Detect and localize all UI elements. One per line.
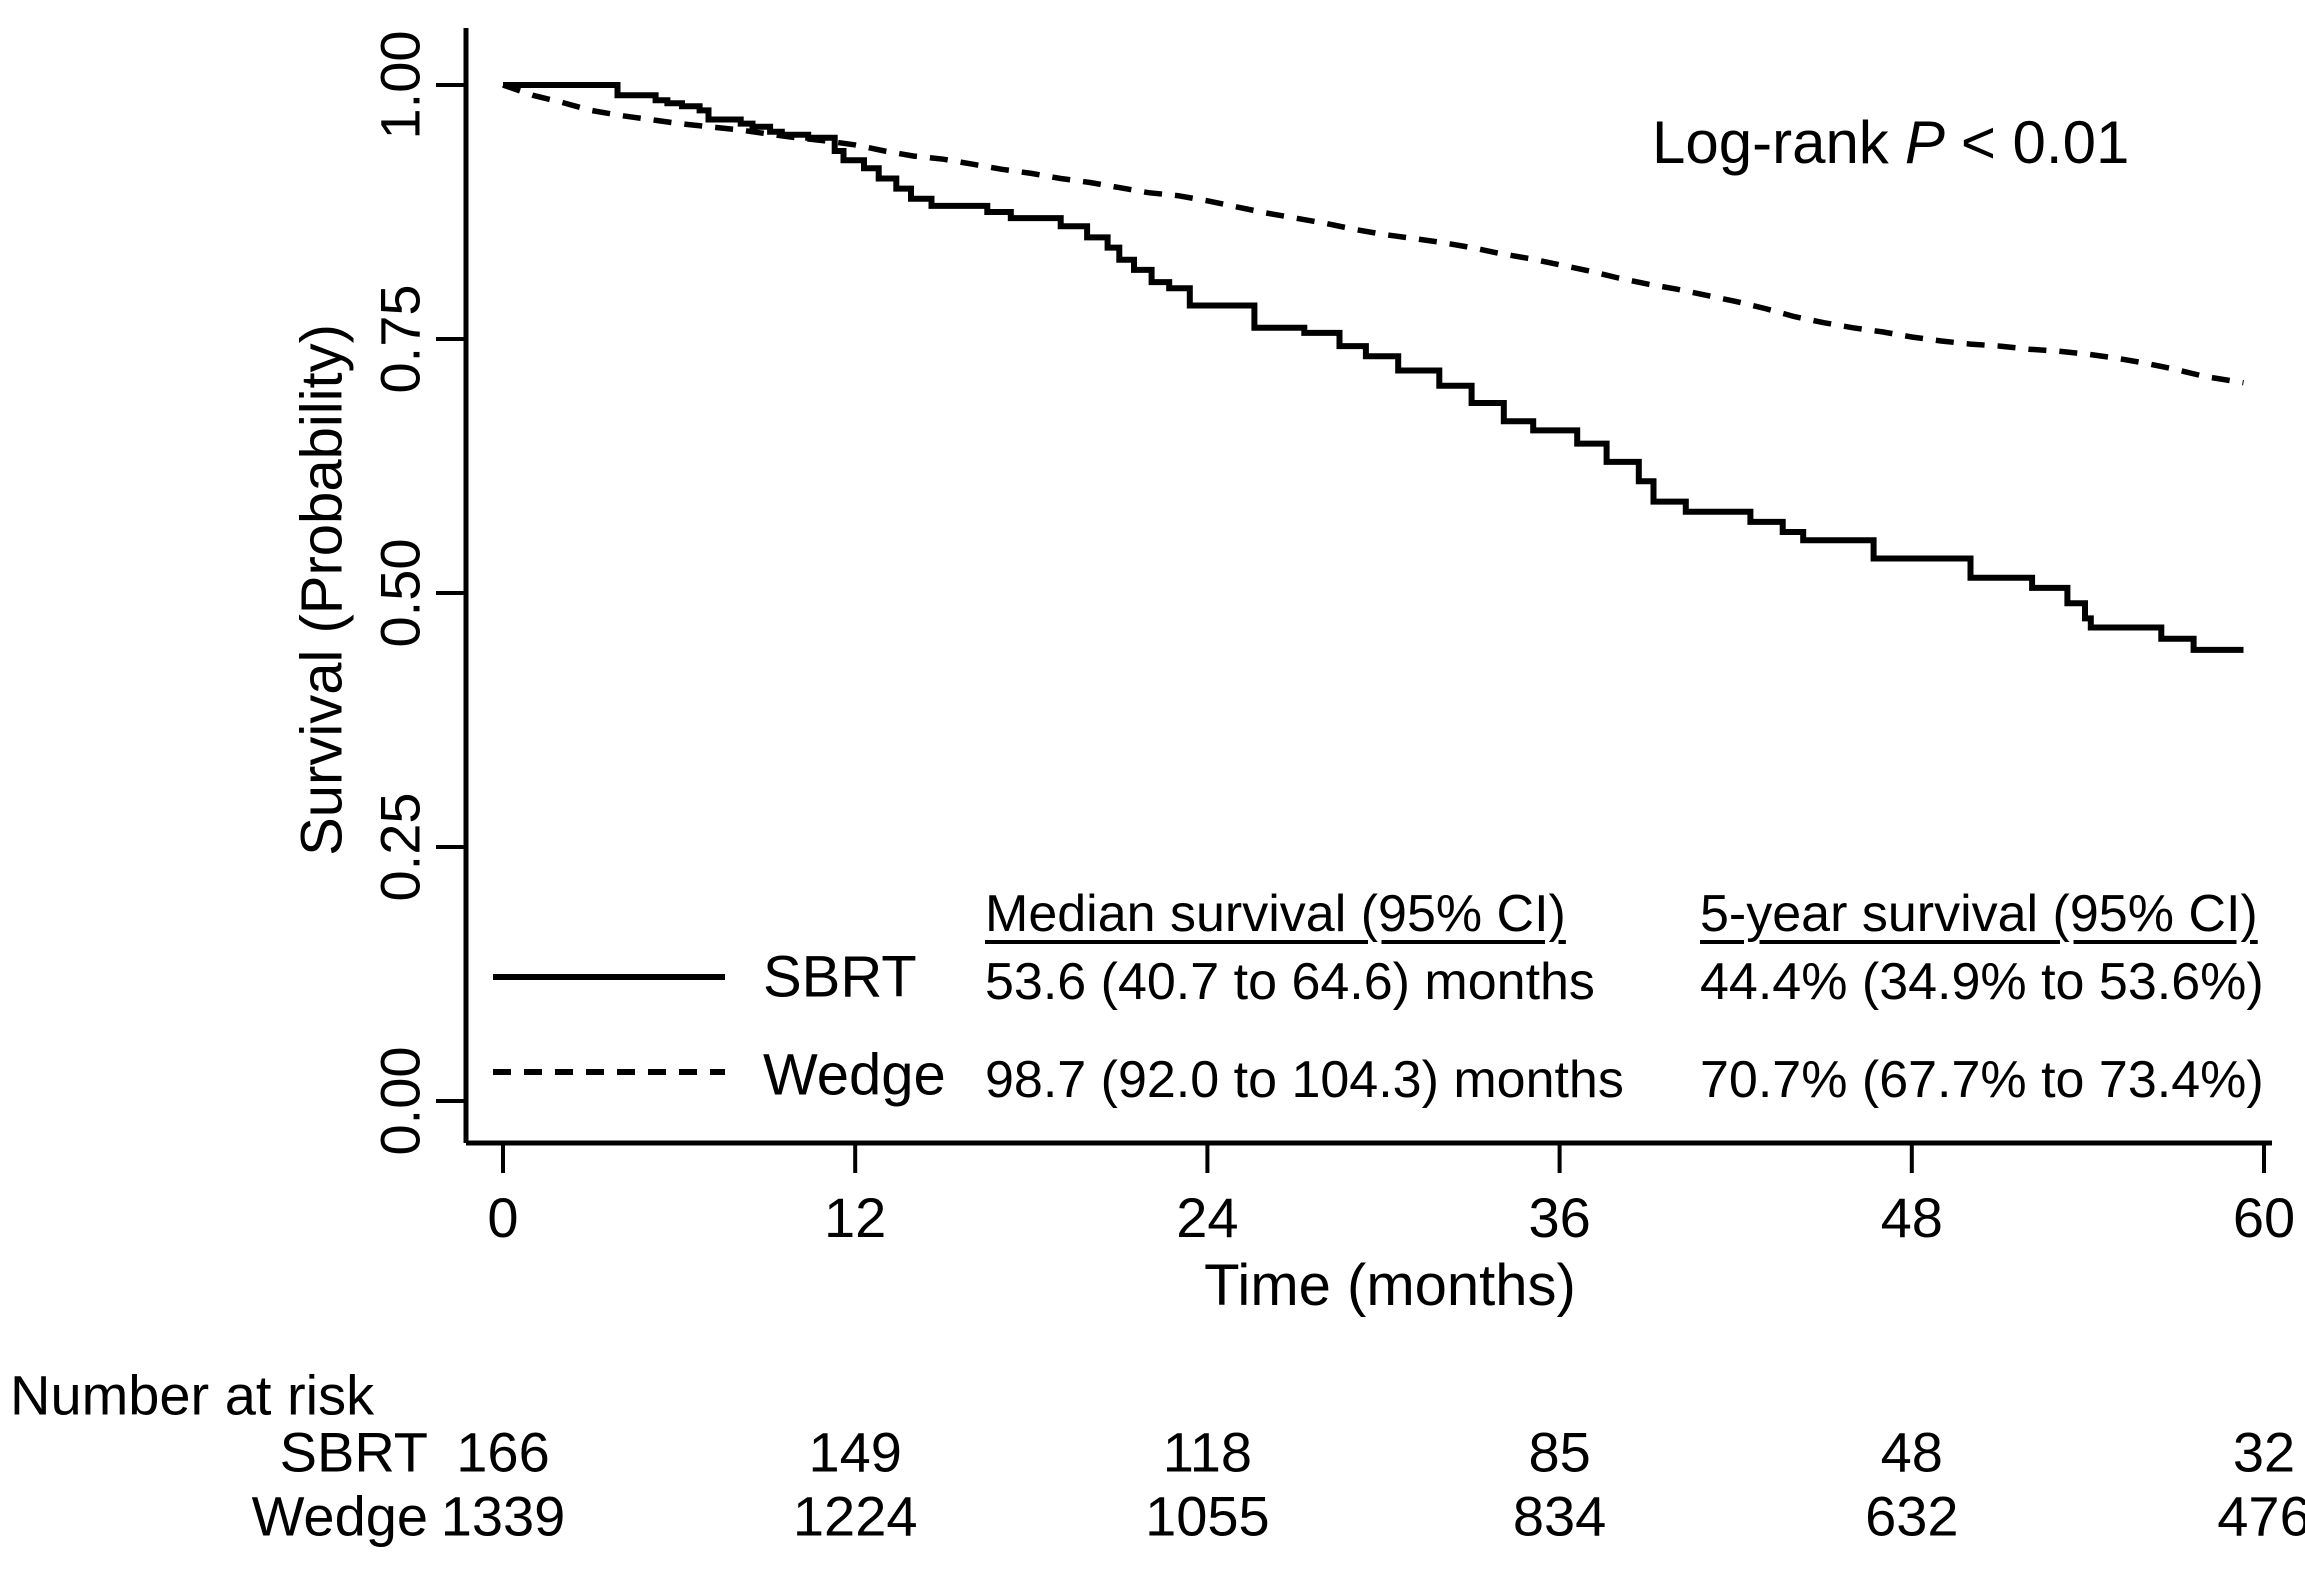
risk-count-wedge-24: 1055 xyxy=(1145,1484,1270,1548)
wedge-median-value: 98.7 (92.0 to 104.3) months xyxy=(985,1051,1624,1109)
x-tick-label-36: 36 xyxy=(1528,1186,1591,1249)
number-at-risk-title: Number at risk xyxy=(10,1363,375,1427)
risk-count-sbrt-0: 166 xyxy=(456,1420,550,1484)
survival-curve-sbrt xyxy=(503,82,2244,653)
sbrt-median-value: 53.6 (40.7 to 64.6) months xyxy=(985,953,1595,1011)
x-tick-label-60: 60 xyxy=(2232,1186,2296,1249)
risk-count-sbrt-12: 149 xyxy=(808,1420,902,1484)
wedge-five-year-value: 70.7% (67.7% to 73.4%) xyxy=(1700,1051,2264,1109)
logrank-p-symbol: P xyxy=(1904,109,1945,176)
risk-count-wedge-12: 1224 xyxy=(792,1484,918,1548)
risk-count-sbrt-60: 32 xyxy=(2232,1420,2296,1484)
risk-count-wedge-60: 476 xyxy=(2217,1484,2305,1548)
risk-row-label-wedge: Wedge xyxy=(251,1484,428,1548)
risk-row-label-sbrt: SBRT xyxy=(279,1420,428,1484)
y-tick-label-0.00: 0.00 xyxy=(368,1046,432,1156)
legend-series-wedge: Wedge xyxy=(763,1042,946,1108)
risk-count-wedge-48: 632 xyxy=(1865,1484,1959,1548)
logrank-value: < 0.01 xyxy=(1960,109,2130,176)
legend-series-sbrt: SBRT xyxy=(763,944,917,1010)
x-tick-label-12: 12 xyxy=(824,1186,887,1249)
risk-count-sbrt-36: 85 xyxy=(1528,1420,1591,1484)
five-year-survival-header: 5-year survival (95% CI) xyxy=(1700,885,2258,943)
x-tick-label-24: 24 xyxy=(1176,1186,1239,1249)
logrank-prefix: Log-rank xyxy=(1652,109,1889,176)
y-tick-label-0.50: 0.50 xyxy=(368,538,432,648)
median-survival-header: Median survival (95% CI) xyxy=(985,885,1566,943)
y-tick-label-0.75: 0.75 xyxy=(368,284,432,394)
logrank-annotation: Log-rank P < 0.01 xyxy=(1652,108,2129,177)
risk-count-sbrt-48: 48 xyxy=(1880,1420,1943,1484)
x-tick-label-48: 48 xyxy=(1880,1186,1943,1249)
risk-count-sbrt-24: 118 xyxy=(1162,1420,1253,1484)
risk-count-wedge-0: 1339 xyxy=(440,1484,566,1548)
y-tick-label-0.25: 0.25 xyxy=(368,792,432,902)
y-tick-label-1.00: 1.00 xyxy=(368,30,432,140)
risk-count-wedge-36: 834 xyxy=(1512,1484,1607,1548)
y-axis-title: Survival (Probability) xyxy=(289,324,355,856)
x-tick-label-0: 0 xyxy=(487,1186,519,1249)
x-axis-title: Time (months) xyxy=(1204,1253,1576,1318)
survival-curve-wedge xyxy=(502,82,2244,386)
sbrt-five-year-value: 44.4% (34.9% to 53.6%) xyxy=(1700,953,2264,1011)
